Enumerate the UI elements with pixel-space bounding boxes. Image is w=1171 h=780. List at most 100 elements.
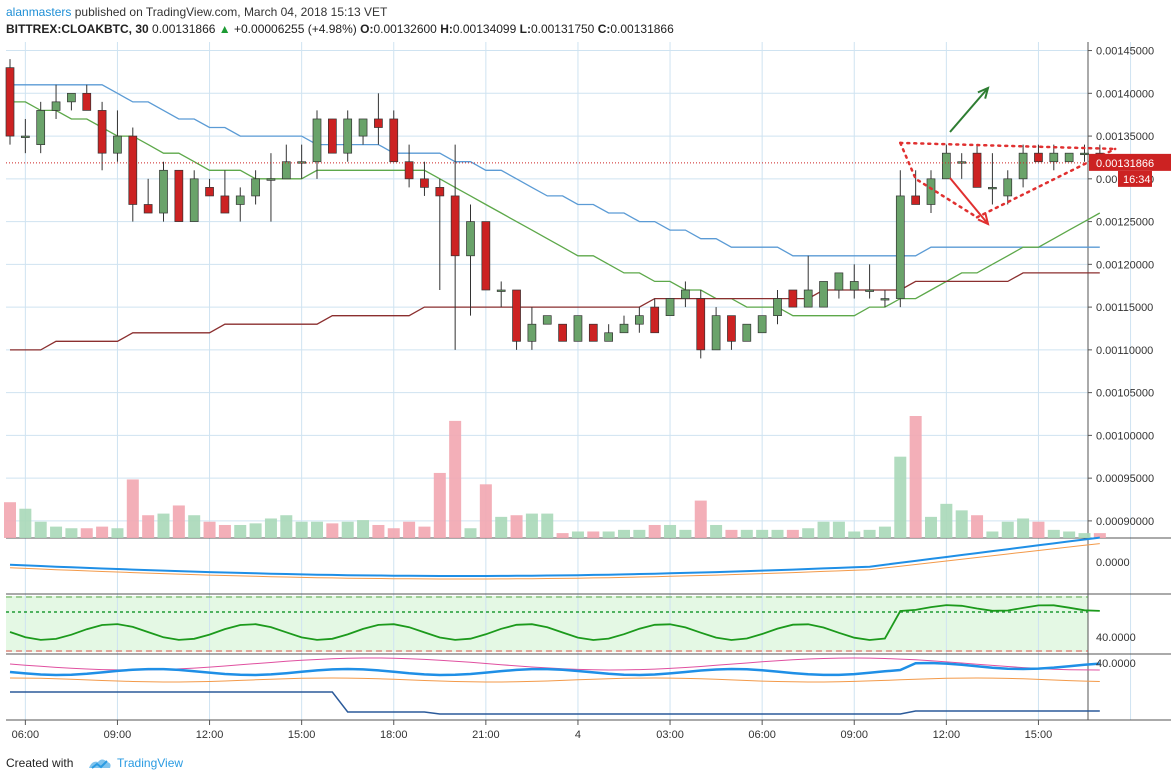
volume-bar xyxy=(34,521,47,538)
volume-bar xyxy=(725,529,738,538)
candle-body xyxy=(1080,152,1089,156)
up-arrow-icon xyxy=(949,87,989,133)
moving-average-line xyxy=(10,272,1100,351)
time-tick-label: 4 xyxy=(575,729,581,741)
time-tick-label: 18:00 xyxy=(380,729,408,741)
candle-body xyxy=(343,118,353,154)
close-label: C: xyxy=(597,22,611,36)
time-axis: 06:00 09:00 12:00 15:00 18:00 21:00 4 03:00 06:0… xyxy=(12,720,1053,741)
candle-body xyxy=(849,281,859,291)
volume-bar xyxy=(848,531,861,538)
candle-body xyxy=(604,332,614,342)
volume-bar xyxy=(1093,533,1106,538)
candle-body xyxy=(926,178,936,205)
price-tick-label: 0.00115000 xyxy=(1096,302,1153,314)
candle-body xyxy=(67,92,76,103)
candle-body xyxy=(328,118,337,154)
candle-body xyxy=(681,289,690,299)
volume-bar xyxy=(126,479,139,538)
triangle-top-line xyxy=(899,141,1117,151)
time-tick-label: 12:00 xyxy=(933,729,961,741)
candle-body xyxy=(788,289,798,308)
volume-bar xyxy=(157,513,170,538)
panel-tick-label: 0.0000 xyxy=(1096,557,1130,569)
volume-bar xyxy=(679,529,692,538)
last-price-label: 0.00131866 xyxy=(1096,158,1154,170)
candle-body xyxy=(727,315,736,342)
candle-body xyxy=(97,110,107,154)
volume-bar xyxy=(1047,529,1060,538)
low-value: 0.00131750 xyxy=(530,22,595,36)
volume-bar xyxy=(863,529,876,538)
moving-average-line xyxy=(10,101,1101,317)
candle-body xyxy=(374,118,383,128)
volume-bar xyxy=(802,528,815,538)
candle-body xyxy=(113,135,122,154)
volume-bar xyxy=(203,521,216,538)
symbol-name[interactable]: BITTREX:CLOAKBTC, 30 xyxy=(6,22,149,36)
volume-bars xyxy=(4,416,1106,538)
price-tick-label: 0.00140000 xyxy=(1096,88,1154,100)
countdown-label: 16:34 xyxy=(1123,174,1151,186)
candle-body xyxy=(466,221,475,257)
panel-tick-label: 40.0000 xyxy=(1096,632,1136,644)
time-tick-label: 09:00 xyxy=(840,729,868,741)
volume-bar xyxy=(971,515,984,538)
candle-body xyxy=(281,161,291,180)
volume-bar xyxy=(894,456,907,538)
candle-body xyxy=(512,289,521,342)
volume-osc-line xyxy=(10,691,1100,715)
last-price: 0.00131866 xyxy=(152,22,216,36)
candle-body xyxy=(21,135,30,138)
volume-bar xyxy=(986,531,999,538)
price-axis: 0.001450000.001400000.001350000.00130000… xyxy=(1088,46,1171,670)
price-tick-label: 0.00145000 xyxy=(1096,46,1154,58)
macd-line xyxy=(9,536,1100,577)
volume-bar xyxy=(234,524,247,538)
volume-bar xyxy=(418,526,431,538)
volume-bar xyxy=(1063,531,1076,538)
candle-body xyxy=(481,221,491,291)
volume-bar xyxy=(1078,533,1091,538)
candle-body xyxy=(435,187,445,197)
time-tick-label: 15:00 xyxy=(1025,729,1053,741)
volume-bar xyxy=(80,528,93,538)
candle-body xyxy=(404,161,414,180)
candle-body xyxy=(588,323,598,342)
price-tick-label: 0.00095000 xyxy=(1096,473,1154,485)
volume-bar xyxy=(878,526,891,538)
price-change: +0.00006255 (+4.98%) xyxy=(234,22,357,36)
volume-bar xyxy=(909,416,922,538)
volume-bar xyxy=(525,513,538,538)
candle-body xyxy=(251,178,260,197)
time-tick-label: 06:00 xyxy=(12,729,40,741)
candle-body xyxy=(1034,152,1043,163)
volume-bar xyxy=(955,510,968,538)
volume-bar xyxy=(111,528,124,538)
price-tick-label: 0.00105000 xyxy=(1096,388,1154,400)
candle-body xyxy=(634,315,644,325)
volume-bar xyxy=(218,524,231,538)
volume-bar xyxy=(832,521,845,538)
last-price-badge xyxy=(1089,153,1171,171)
tradingview-logo-icon xyxy=(89,759,111,769)
candle-body xyxy=(420,178,429,188)
price-chart[interactable]: 0.001450000.001400000.001350000.00130000… xyxy=(0,0,1171,748)
adx-line xyxy=(9,661,1100,677)
volume-bar xyxy=(925,516,937,538)
panel-tick-label: 40.0000 xyxy=(1096,658,1136,670)
candle-body xyxy=(5,67,15,137)
time-tick-label: 21:00 xyxy=(472,729,500,741)
candle-body xyxy=(880,298,890,301)
time-tick-label: 06:00 xyxy=(748,729,776,741)
volume-bar xyxy=(1032,521,1045,538)
up-arrow-icon-head xyxy=(977,86,990,99)
candle-body xyxy=(773,298,782,317)
candle-body xyxy=(1003,178,1013,197)
tradingview-link[interactable]: TradingView xyxy=(117,756,184,770)
volume-bar xyxy=(495,516,508,538)
candle-body xyxy=(650,306,660,334)
candle-body xyxy=(972,152,982,188)
author-link[interactable]: alanmasters xyxy=(6,5,72,19)
moving-average-line xyxy=(10,84,1100,257)
